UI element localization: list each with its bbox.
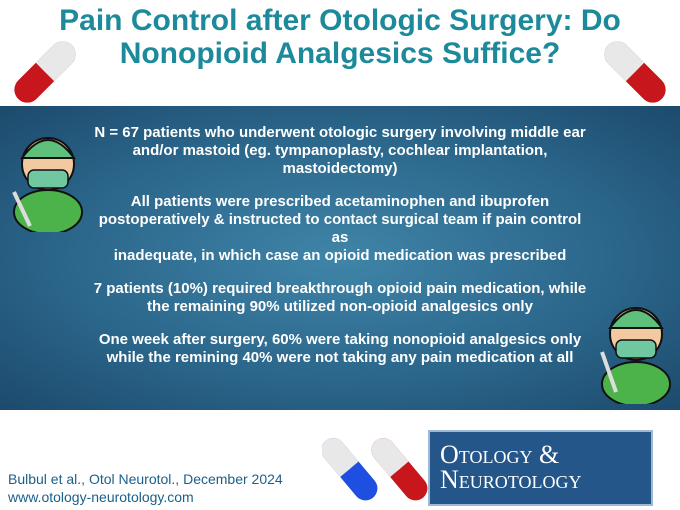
paragraph: 7 patients (10%) required breakthrough o… bbox=[90, 280, 590, 316]
paragraph-line: 7 patients (10%) required breakthrough o… bbox=[93, 280, 587, 297]
paragraph-line: All patients were prescribed acetaminoph… bbox=[130, 193, 550, 210]
paragraph: One week after surgery, 60% were taking … bbox=[90, 331, 590, 367]
citation-block: Bulbul et al., Otol Neurotol., December … bbox=[8, 470, 283, 506]
surgeon-icon bbox=[12, 137, 83, 232]
url: www.otology-neurotology.com bbox=[8, 489, 194, 505]
title-line: Pain Control after Otologic Surgery: Do bbox=[59, 4, 621, 37]
paragraph-line: N = 67 patients who underwent otologic s… bbox=[94, 124, 586, 141]
journal-line: Otology & bbox=[440, 440, 560, 469]
surgeon-icon bbox=[600, 307, 671, 404]
paragraph: N = 67 patients who underwent otologic s… bbox=[90, 124, 590, 178]
journal-line: Neurotology bbox=[440, 465, 582, 494]
paragraph-line: One week after surgery, 60% were taking … bbox=[98, 331, 582, 348]
paragraph-line: while the remining 40% were not taking a… bbox=[106, 349, 574, 366]
body-text: N = 67 patients who underwent otologic s… bbox=[90, 124, 590, 382]
paragraph-line: and/or mastoid (eg. tympanoplasty, cochl… bbox=[132, 142, 548, 177]
paragraph-line: inadequate, in which case an opioid medi… bbox=[113, 247, 567, 264]
pill-icon bbox=[14, 41, 76, 103]
citation: Bulbul et al., Otol Neurotol., December … bbox=[8, 471, 283, 487]
pill-icon bbox=[322, 438, 428, 501]
title-line: Nonopioid Analgesics Suffice? bbox=[119, 37, 561, 70]
journal-logo: Otology & Neurotology bbox=[428, 430, 653, 506]
paragraph-line: postoperatively & instructed to contact … bbox=[98, 211, 582, 246]
content-panel bbox=[0, 106, 680, 410]
pill-icon bbox=[604, 41, 666, 103]
paragraph: All patients were prescribed acetaminoph… bbox=[90, 193, 590, 265]
paragraph-line: the remaining 90% utilized non-opioid an… bbox=[147, 298, 533, 315]
title: Pain Control after Otologic Surgery: Do … bbox=[0, 4, 680, 70]
